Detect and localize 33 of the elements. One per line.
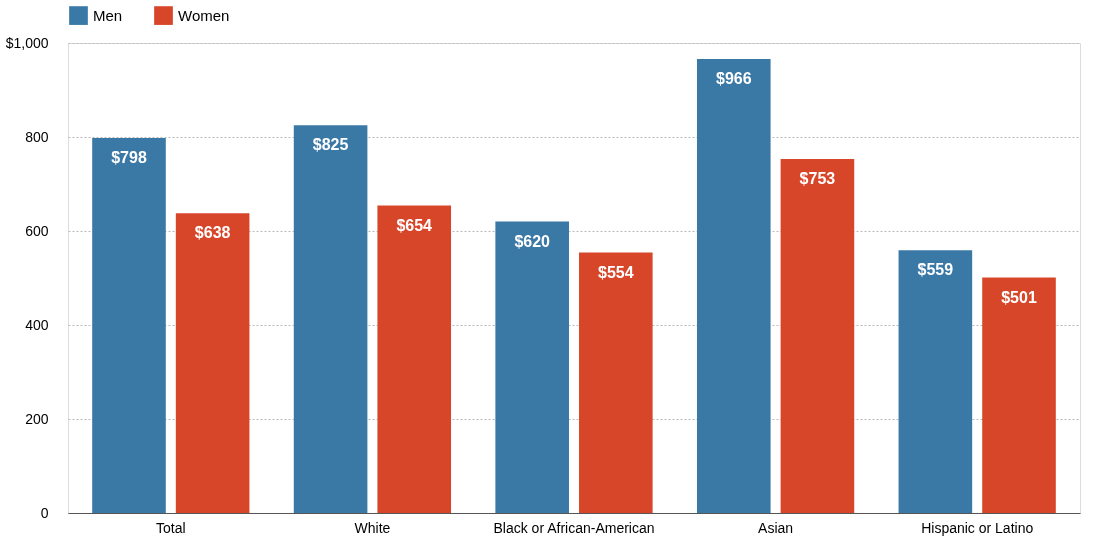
bar [780, 159, 855, 513]
bar [982, 277, 1056, 513]
data-label: $798 [111, 148, 147, 166]
bar [377, 205, 452, 513]
data-label: $825 [312, 136, 349, 154]
y-tick-label: 800 [25, 128, 49, 145]
y-tick-label: $1,000 [5, 34, 49, 51]
data-label: $966 [715, 69, 752, 87]
data-label: $654 [396, 216, 433, 234]
bar [92, 137, 166, 513]
y-tick-label: 400 [25, 316, 49, 333]
data-label: $554 [598, 263, 634, 281]
data-label: $620 [514, 232, 551, 250]
y-tick-label: 0 [40, 504, 49, 521]
data-label: $501 [1001, 288, 1037, 306]
x-tick-label: Black or African-American [493, 519, 655, 536]
y-tick-label: 200 [25, 410, 49, 427]
bar [696, 58, 771, 513]
bar [293, 125, 368, 513]
data-label: $753 [799, 170, 836, 188]
x-tick-label: White [354, 519, 391, 536]
data-label: $559 [917, 261, 954, 279]
y-tick-label: 600 [25, 222, 49, 239]
bar [579, 252, 653, 513]
x-tick-label: Asian [758, 519, 794, 536]
legend-label: Women [178, 6, 230, 24]
bar [495, 221, 569, 513]
data-label: $638 [194, 224, 231, 242]
legend-label: Men [93, 6, 123, 24]
x-tick-label: Total [156, 519, 186, 536]
bar [898, 250, 973, 513]
x-tick-label: Hispanic or Latino [921, 519, 1034, 536]
bar [175, 213, 250, 513]
